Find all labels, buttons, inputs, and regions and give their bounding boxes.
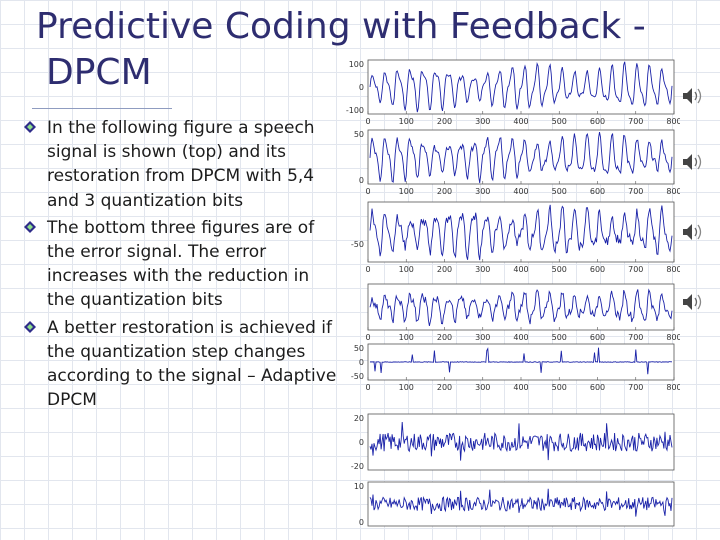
x-tick-label: 400 xyxy=(513,265,528,274)
y-tick-label: 50 xyxy=(354,344,364,353)
speaker-icon[interactable] xyxy=(682,86,704,106)
y-tick-label: 0 xyxy=(359,518,364,527)
y-tick-label: 100 xyxy=(349,60,364,69)
bullet-text: The bottom three figures are of the erro… xyxy=(47,217,315,311)
x-tick-label: 0 xyxy=(365,265,370,274)
x-tick-label: 800 xyxy=(666,187,680,196)
x-tick-label: 100 xyxy=(399,187,414,196)
x-tick-label: 500 xyxy=(552,265,567,274)
y-tick-label: -50 xyxy=(351,372,364,381)
title-line-2: DPCM xyxy=(46,52,152,93)
x-tick-label: 300 xyxy=(475,383,490,392)
bullet-item: A better restoration is achieved if the … xyxy=(22,316,340,413)
x-tick-label: 800 xyxy=(666,265,680,274)
speaker-icon[interactable] xyxy=(682,292,704,312)
x-tick-label: 200 xyxy=(437,187,452,196)
x-tick-label: 400 xyxy=(513,333,528,342)
plot-panel-error-4bit: 20 0 -20 xyxy=(351,413,675,471)
y-tick-label: 10 xyxy=(354,482,364,491)
x-tick-label: 600 xyxy=(590,333,605,342)
bullet-diamond-icon xyxy=(24,121,36,133)
y-tick-label: 0 xyxy=(359,83,364,92)
signal-trace xyxy=(369,61,673,113)
x-tick-label: 200 xyxy=(437,265,452,274)
y-tick-label: 20 xyxy=(354,414,364,423)
x-tick-label: 700 xyxy=(628,117,643,126)
x-tick-label: 500 xyxy=(552,187,567,196)
x-tick-label: 500 xyxy=(552,383,567,392)
y-tick-label: -20 xyxy=(351,462,364,471)
title-line-1: Predictive Coding with Feedback - xyxy=(36,6,646,47)
x-tick-label: 200 xyxy=(437,117,452,126)
x-tick-label: 100 xyxy=(399,333,414,342)
plot-panel-dpcm-3bit: 0 100 200 300 400 500 600 700 800 xyxy=(365,283,680,342)
bullet-text: A better restoration is achieved if the … xyxy=(47,317,337,411)
x-tick-label: 0 xyxy=(365,117,370,126)
y-tick-label: 0 xyxy=(359,438,364,447)
x-tick-label: 100 xyxy=(399,265,414,274)
bullet-item: In the following figure a speech signal … xyxy=(22,116,340,213)
x-tick-label: 100 xyxy=(399,383,414,392)
x-tick-label: 100 xyxy=(399,117,414,126)
signal-trace xyxy=(369,347,672,375)
x-tick-label: 200 xyxy=(437,383,452,392)
x-tick-label: 700 xyxy=(628,187,643,196)
x-tick-label: 600 xyxy=(590,117,605,126)
x-tick-label: 0 xyxy=(365,333,370,342)
x-tick-label: 600 xyxy=(590,187,605,196)
title-underline xyxy=(32,108,172,109)
x-tick-label: 0 xyxy=(365,383,370,392)
plot-panel-dpcm-4bit: -50 0 100 200 300 400 500 600 700 800 xyxy=(351,201,680,274)
x-tick-label: 700 xyxy=(628,383,643,392)
x-tick-label: 800 xyxy=(666,333,680,342)
plot-panel-error-5bit: 500-500 100 200 300 400 500 600 700 800 xyxy=(351,343,680,392)
x-tick-label: 400 xyxy=(513,187,528,196)
signal-trace xyxy=(369,488,673,517)
x-tick-label: 800 xyxy=(666,383,680,392)
y-tick-label: 50 xyxy=(354,130,364,139)
plot-panel-error-3bit: 10 0 xyxy=(354,481,675,527)
x-tick-label: 500 xyxy=(552,117,567,126)
x-tick-label: 600 xyxy=(590,383,605,392)
x-tick-label: 300 xyxy=(475,117,490,126)
slide-title: Predictive Coding with Feedback - DPCM xyxy=(36,4,656,96)
x-tick-label: 700 xyxy=(628,333,643,342)
y-tick-label: 0 xyxy=(359,358,364,367)
x-tick-label: 600 xyxy=(590,265,605,274)
x-tick-label: 700 xyxy=(628,265,643,274)
signal-trace xyxy=(369,288,673,326)
x-tick-label: 300 xyxy=(475,333,490,342)
x-tick-label: 300 xyxy=(475,265,490,274)
speaker-icon[interactable] xyxy=(682,222,704,242)
x-tick-label: 300 xyxy=(475,187,490,196)
x-tick-label: 400 xyxy=(513,117,528,126)
bullet-diamond-icon xyxy=(24,320,36,333)
bullet-text: In the following figure a speech signal … xyxy=(47,118,315,211)
x-tick-label: 800 xyxy=(666,117,680,126)
bullet-item: The bottom three figures are of the erro… xyxy=(22,216,340,313)
x-tick-label: 0 xyxy=(365,187,370,196)
x-tick-label: 400 xyxy=(513,383,528,392)
bullet-list: In the following figure a speech signal … xyxy=(22,116,340,415)
signal-trace xyxy=(369,204,673,261)
y-tick-label: -50 xyxy=(351,240,364,249)
speaker-icon[interactable] xyxy=(682,152,704,172)
x-tick-label: 500 xyxy=(552,333,567,342)
x-tick-label: 200 xyxy=(437,333,452,342)
bullet-diamond-icon xyxy=(24,220,36,233)
signal-trace xyxy=(369,421,673,461)
signal-trace xyxy=(369,132,673,184)
y-tick-label: -100 xyxy=(346,106,364,115)
y-tick-label: 0 xyxy=(359,176,364,185)
